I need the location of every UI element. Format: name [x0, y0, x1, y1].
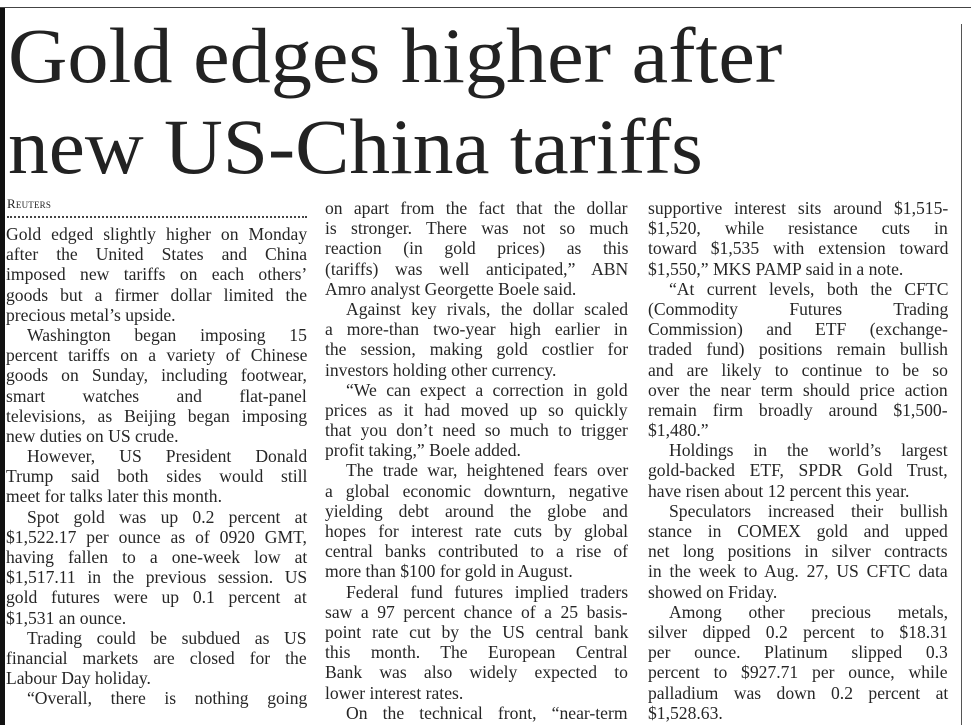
text-line: prices as it had moved up so quickly [325, 399, 628, 420]
text-line: net long positions in silver contracts [648, 541, 948, 562]
text-line: Washington began imposing 15 [27, 324, 307, 345]
text-line: precious metal’s upside. [6, 304, 176, 325]
text-line: remain firm broadly around $1,500- [648, 399, 948, 420]
text-line: Trading could be subdued as US [27, 627, 307, 648]
text-line: investors holding other currency. [325, 359, 557, 380]
text-line: is stronger. There was not so much [325, 218, 629, 239]
text-line: point rate cut by the US central bank [325, 621, 629, 642]
text-line: lower interest rates. [325, 682, 464, 703]
text-line: Amro analyst Georgette Boele said. [325, 278, 577, 299]
dotted-divider [7, 216, 307, 218]
text-line: silver dipped 0.2 percent to $18.31 [648, 621, 948, 642]
text-line: toward $1,535 with extension toward [648, 238, 949, 259]
text-line: and are likely to continue to be so [648, 359, 948, 380]
text-line: the session, making gold costlier for [325, 339, 629, 360]
headline-line-2: new US-China tariffs [8, 103, 703, 190]
text-line: The trade war, heightened fears over [346, 460, 629, 481]
text-line: televisions, as Beijing began imposing [6, 405, 308, 426]
text-line: a global economic downturn, negative [325, 480, 629, 501]
text-line: (tariffs) was well anticipated,” ABN [325, 258, 629, 279]
text-line: Speculators increased their bullish [669, 500, 948, 521]
text-line: after the United States and China [6, 244, 308, 265]
article-column-1: Gold edged slightly higher on Monday afte… [6, 224, 307, 709]
text-line: Spot gold was up 0.2 percent at [27, 506, 308, 527]
text-line: in the week to Aug. 27, US CFTC data [648, 561, 948, 582]
text-line: over the near term should price action [648, 379, 948, 400]
left-edge-strip [0, 8, 5, 725]
text-line: financial markets are closed for the [6, 647, 307, 668]
text-line: per ounce. Platinum slipped 0.3 [648, 642, 948, 663]
text-line: palladium was down 0.2 percent at [648, 682, 949, 703]
text-line: $1,522.17 per ounce as of 0920 GMT, [6, 526, 307, 547]
article-column-2: on apart from the fact that the dollar is… [325, 198, 628, 723]
text-line: imposed new tariffs on each others’ [6, 264, 308, 285]
text-line: gold futures were up 0.1 percent at [6, 587, 307, 608]
text-line: yielding debt around the globe and [325, 500, 628, 521]
text-line: Trump said both sides would still [6, 466, 308, 487]
article-column-3: supportive interest sits around $1,515- $… [648, 198, 948, 723]
text-line: “We can expect a correction in gold [346, 379, 628, 400]
text-line: Among other precious metals, [669, 601, 949, 622]
text-line: $1,531 an ounce. [6, 607, 127, 628]
text-line: meet for talks later this month. [6, 486, 222, 507]
text-line: that you don’t need so much to trigger [325, 420, 628, 441]
text-line: traded fund) positions remain bullish [648, 339, 948, 360]
text-line: (Commodity Futures Trading [648, 298, 949, 319]
text-line: reaction (in gold prices) as this [325, 238, 629, 259]
text-line: goods but a firmer dollar limited the [6, 284, 308, 305]
text-line: stance in COMEX gold and upped [648, 521, 948, 541]
text-line: Commission) and ETF (exchange- [648, 319, 948, 340]
text-line: $1,550,” MKS PAMP said in a note. [648, 258, 904, 279]
text-line: “Overall, there is nothing going [27, 688, 308, 709]
headline-line-1: Gold edges higher after [8, 12, 783, 99]
text-line: having fallen to a one-week low at [6, 547, 308, 567]
text-line: hopes for interest rate cuts by global [325, 521, 629, 541]
text-line: gold-backed ETF, SPDR Gold Trust, [648, 460, 948, 481]
text-line: new duties on US crude. [6, 425, 179, 446]
text-line: Holdings in the world’s largest [669, 440, 948, 461]
text-line: a more-than two-year high earlier in [325, 319, 628, 340]
column-rule-right [961, 24, 962, 725]
text-line: “At current levels, both the CFTC [669, 278, 949, 299]
text-line: $1,480.” [648, 420, 709, 441]
text-line: this month. The European Central [325, 642, 628, 663]
text-line: $1,528.63. [648, 702, 723, 723]
text-line: Labour Day holiday. [6, 668, 151, 689]
text-line: $1,520, while resistance cuts in [648, 218, 948, 239]
text-line: Federal fund futures implied traders [346, 581, 629, 602]
text-line: have risen about 12 percent this year. [648, 480, 910, 501]
text-line: more than $100 for gold in August. [325, 561, 573, 582]
byline: Reuters [7, 196, 52, 211]
text-line: goods on Sunday, including footwear, [6, 365, 307, 386]
text-line: showed on Friday. [648, 581, 778, 602]
text-line: central banks contributed to a rise of [325, 541, 628, 562]
text-line: percent tariffs on a variety of Chinese [6, 345, 308, 366]
text-line: Gold edged slightly higher on Monday [6, 224, 308, 244]
text-line: Against key rivals, the dollar scaled [346, 298, 629, 319]
top-rule [0, 7, 971, 8]
text-line: On the technical front, “near-term [346, 702, 628, 723]
text-line: profit taking,” Boele added. [325, 440, 521, 461]
text-line: $1,517.11 in the previous session. US [6, 567, 308, 588]
text-line: Bank was also widely expected to [325, 662, 628, 683]
text-line: However, US President Donald [27, 446, 308, 467]
text-line: on apart from the fact that the dollar [325, 198, 628, 218]
text-line: smart watches and flat-panel [6, 385, 307, 406]
text-line: percent to $927.71 per ounce, while [648, 662, 948, 683]
text-line: supportive interest sits around $1,515- [648, 198, 949, 218]
text-line: saw a 97 percent chance of a 25 basis- [325, 601, 628, 622]
